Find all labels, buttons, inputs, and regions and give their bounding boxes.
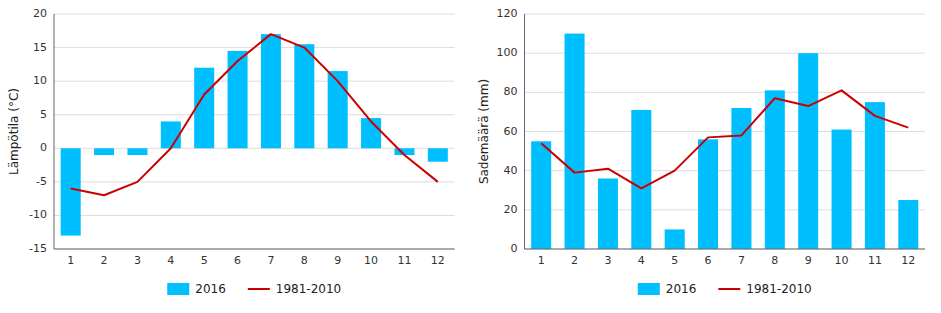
x-tick-label: 11 <box>397 254 411 267</box>
x-tick-label: 2 <box>101 254 108 267</box>
x-tick-label: 3 <box>604 254 611 267</box>
y-tick-label: 10 <box>33 74 47 87</box>
y-axis-line <box>54 14 55 249</box>
grid-line <box>54 14 455 15</box>
y-tick-label: 60 <box>504 125 518 138</box>
x-tick-label: 1 <box>67 254 74 267</box>
bar <box>865 102 885 249</box>
y-tick-label: 0 <box>511 242 518 255</box>
plot-area <box>61 34 448 235</box>
bar <box>194 68 214 149</box>
y-tick-label: 20 <box>504 203 518 216</box>
bar <box>731 108 751 249</box>
bar <box>631 110 651 249</box>
y-axis-label: Lämpötila (°C) <box>7 88 21 175</box>
y-tick-label: -5 <box>36 175 47 188</box>
bar <box>428 148 448 161</box>
legend-swatch <box>167 283 189 295</box>
bar <box>598 179 618 250</box>
bar <box>261 34 281 148</box>
legend-item: 1981-2010 <box>248 282 341 296</box>
x-tick-label: 9 <box>805 254 812 267</box>
y-tick-label: 15 <box>33 41 47 54</box>
bar <box>94 148 114 155</box>
bar <box>531 141 551 249</box>
y-tick-label: 5 <box>40 108 47 121</box>
y-axis-label: Sademäärä (mm) <box>477 79 491 184</box>
grid-line <box>525 14 926 15</box>
legend-item: 2016 <box>638 282 697 296</box>
figure: -15-10-505101520Lämpötila (°C)1234567891… <box>0 0 941 313</box>
y-tick-label: 0 <box>40 141 47 154</box>
legend: 2016 1981-2010 <box>167 282 341 296</box>
y-tick-label: 80 <box>504 85 518 98</box>
y-tick-label: 100 <box>497 46 518 59</box>
x-tick-label: 10 <box>835 254 849 267</box>
bar <box>798 53 818 249</box>
legend-swatch <box>638 283 660 295</box>
panel: 020406080100120Sademäärä (mm)12345678910… <box>477 7 925 296</box>
x-tick-label: 6 <box>705 254 712 267</box>
x-tick-label: 11 <box>868 254 882 267</box>
x-tick-label: 1 <box>538 254 545 267</box>
grid-line <box>54 114 455 115</box>
bar <box>161 121 181 148</box>
bar <box>565 34 585 249</box>
bar <box>898 200 918 249</box>
x-axis-line <box>525 249 926 250</box>
bar <box>698 139 718 249</box>
x-tick-label: 4 <box>638 254 645 267</box>
grid-line <box>525 249 926 250</box>
x-tick-label: 7 <box>267 254 274 267</box>
legend-swatch <box>718 288 740 290</box>
x-tick-label: 12 <box>901 254 915 267</box>
x-tick-label: 10 <box>364 254 378 267</box>
x-tick-label: 9 <box>334 254 341 267</box>
x-tick-label: 12 <box>431 254 445 267</box>
grid-line <box>54 249 455 250</box>
x-tick-label: 7 <box>738 254 745 267</box>
legend-item: 2016 <box>167 282 226 296</box>
y-axis-line <box>524 14 525 249</box>
x-axis-line <box>54 249 455 250</box>
line <box>71 34 438 195</box>
legend: 2016 1981-2010 <box>638 282 812 296</box>
legend-item: 1981-2010 <box>718 282 811 296</box>
bar <box>765 90 785 249</box>
legend-swatch <box>248 288 270 290</box>
y-tick-label: -15 <box>29 242 47 255</box>
bar <box>61 148 81 235</box>
x-tick-label: 8 <box>301 254 308 267</box>
bar <box>294 44 314 148</box>
legend-label: 1981-2010 <box>746 282 811 296</box>
x-tick-label: 5 <box>201 254 208 267</box>
x-tick-label: 5 <box>671 254 678 267</box>
x-tick-label: 2 <box>571 254 578 267</box>
panel: -15-10-505101520Lämpötila (°C)1234567891… <box>7 7 455 296</box>
grid-line <box>54 181 455 182</box>
bar <box>832 130 852 249</box>
line <box>541 90 908 188</box>
bar <box>127 148 147 155</box>
legend-label: 2016 <box>666 282 697 296</box>
grid-line <box>54 81 455 82</box>
x-tick-label: 3 <box>134 254 141 267</box>
plot-area <box>531 34 918 249</box>
x-tick-label: 6 <box>234 254 241 267</box>
legend-label: 1981-2010 <box>276 282 341 296</box>
bar <box>665 229 685 249</box>
y-tick-label: 120 <box>497 7 518 20</box>
x-tick-label: 4 <box>167 254 174 267</box>
grid-line <box>54 215 455 216</box>
x-tick-label: 8 <box>771 254 778 267</box>
y-tick-label: -10 <box>29 208 47 221</box>
legend-label: 2016 <box>195 282 226 296</box>
bar <box>228 51 248 148</box>
y-tick-label: 20 <box>33 7 47 20</box>
y-tick-label: 40 <box>504 164 518 177</box>
